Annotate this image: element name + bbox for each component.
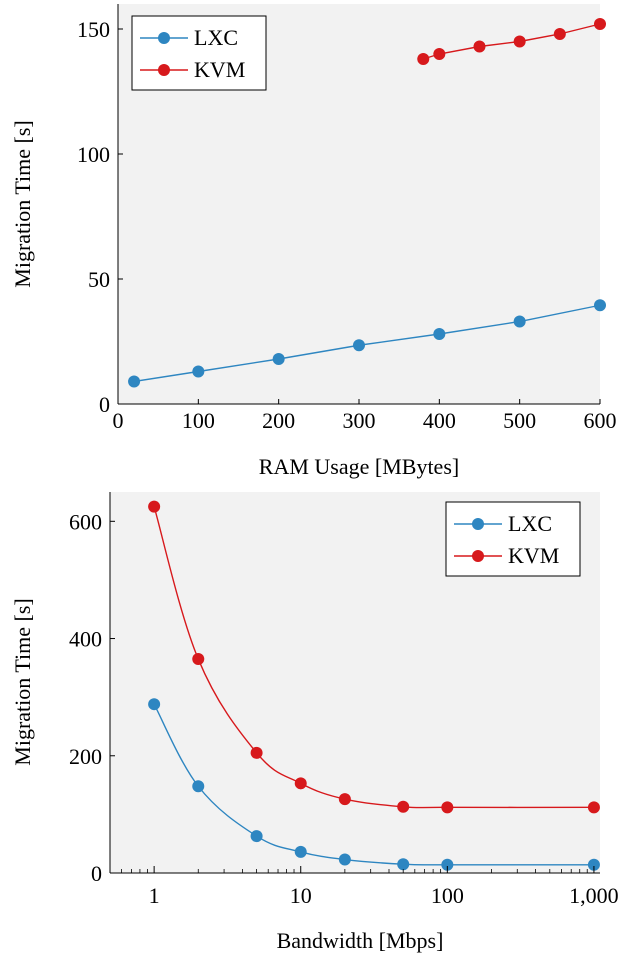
y-tick-label: 50 <box>88 267 110 292</box>
legend-marker-lxc <box>472 518 484 530</box>
data-point-kvm <box>148 500 161 513</box>
x-axis-label: RAM Usage [MBytes] <box>259 454 459 479</box>
data-point-lxc <box>192 780 205 793</box>
x-tick-label: 200 <box>262 408 295 433</box>
data-point-kvm <box>294 777 307 790</box>
y-tick-label: 100 <box>77 142 110 167</box>
data-point-kvm <box>473 40 486 53</box>
data-point-kvm <box>587 801 600 814</box>
y-tick-label: 0 <box>99 392 110 417</box>
data-point-lxc <box>338 853 351 866</box>
legend-label-kvm: KVM <box>194 57 245 82</box>
x-tick-label: 300 <box>343 408 376 433</box>
data-point-lxc <box>513 315 526 328</box>
data-point-lxc <box>587 858 600 871</box>
chart-bandwidth: 1 10 100 1,000 0 200 400 600 Bandwidth [Mbps] M… <box>10 492 619 953</box>
data-point-lxc <box>192 365 205 378</box>
x-axis-label: Bandwidth [Mbps] <box>277 928 444 953</box>
legend-label-lxc: LXC <box>194 25 238 50</box>
chart-ram-usage: 0 100 200 300 400 500 600 0 50 100 150 RAM Usage [… <box>10 4 617 479</box>
data-point-kvm <box>250 746 263 759</box>
legend-marker-lxc <box>158 32 170 44</box>
data-point-lxc <box>272 353 285 365</box>
data-point-lxc <box>594 299 606 312</box>
x-tick-label: 100 <box>182 408 215 433</box>
legend-marker-kvm <box>472 550 484 562</box>
legend-label-lxc: LXC <box>508 511 552 536</box>
data-point-lxc <box>441 858 454 871</box>
data-point-lxc <box>250 830 263 843</box>
y-tick-label: 150 <box>77 17 110 42</box>
legend-marker-kvm <box>158 64 170 76</box>
legend-label-kvm: KVM <box>508 543 559 568</box>
data-point-kvm <box>433 48 446 60</box>
data-point-lxc <box>148 698 161 711</box>
data-point-lxc <box>294 845 307 858</box>
y-tick-label: 200 <box>69 744 102 769</box>
data-point-lxc <box>128 375 141 388</box>
x-tick-label: 0 <box>113 408 124 433</box>
x-tick-label: 100 <box>431 883 464 908</box>
data-point-lxc <box>397 858 410 871</box>
x-tick-label: 1 <box>149 883 160 908</box>
data-point-kvm <box>397 800 410 813</box>
y-tick-label: 600 <box>69 509 102 534</box>
x-tick-label: 10 <box>290 883 312 908</box>
data-point-kvm <box>417 53 430 65</box>
x-tick-label: 500 <box>503 408 536 433</box>
y-axis-label: Migration Time [s] <box>10 598 35 765</box>
x-tick-label: 400 <box>423 408 456 433</box>
legend: LXC KVM <box>131 15 267 91</box>
data-point-kvm <box>594 18 606 30</box>
data-point-lxc <box>353 339 365 352</box>
legend-box <box>131 15 267 91</box>
legend: LXC KVM <box>445 501 581 577</box>
data-point-kvm <box>192 653 205 666</box>
data-point-lxc <box>433 328 446 340</box>
y-axis-label: Migration Time [s] <box>10 120 35 287</box>
y-tick-label: 400 <box>69 627 102 652</box>
x-tick-label: 1,000 <box>569 883 619 908</box>
data-point-kvm <box>338 793 351 806</box>
legend-box <box>445 501 581 577</box>
x-tick-label: 600 <box>584 408 617 433</box>
data-point-kvm <box>441 801 454 814</box>
data-point-kvm <box>553 28 566 40</box>
data-point-kvm <box>513 35 526 48</box>
y-tick-label: 0 <box>91 861 102 886</box>
